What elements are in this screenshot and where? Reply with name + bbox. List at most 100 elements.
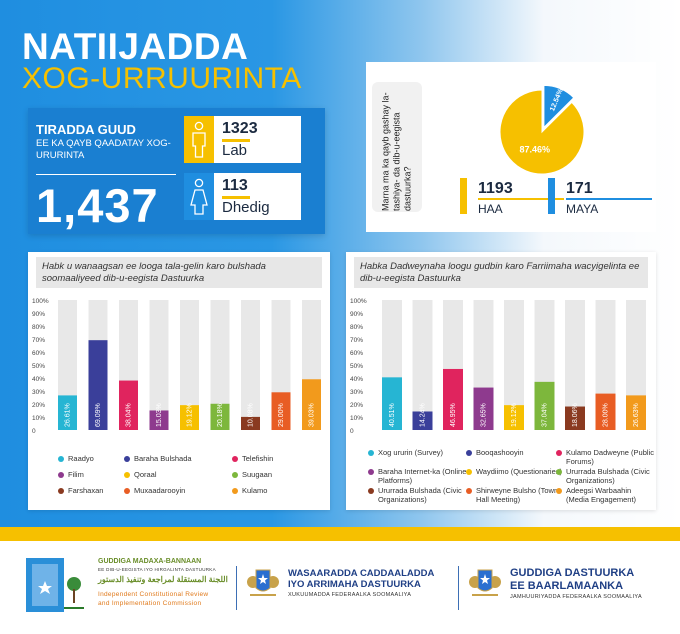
- female-underline: [222, 196, 250, 199]
- legend-dot: [368, 469, 374, 475]
- legend-dot: [466, 450, 472, 456]
- y-tick-label: 90%: [32, 311, 45, 318]
- legend-dot: [466, 469, 472, 475]
- legend-dot: [124, 456, 130, 462]
- no-underline: [566, 198, 652, 200]
- org1-name-line2: EE DIB-U-EEGISTA IYO HIRGALINTA DASTUURK…: [98, 567, 216, 572]
- legend-dot: [58, 472, 64, 478]
- legend-dot: [556, 469, 562, 475]
- org2-name-line2: IYO ARRIMAHA DASTUURKA: [288, 579, 421, 590]
- bar: [473, 387, 494, 430]
- yes-count: 1193: [478, 180, 513, 197]
- bar-value-label: 14.24%: [419, 403, 426, 427]
- parliament-emblem-icon: [469, 569, 501, 596]
- legend-label: Adeegsi Warbaahin (Media Engagement): [566, 486, 637, 504]
- male-icon: [192, 121, 206, 158]
- y-tick-label: 40%: [350, 376, 363, 383]
- female-tab: [184, 173, 214, 220]
- bar: [412, 411, 433, 430]
- bar-track: [180, 300, 199, 430]
- legend-label: Waydiimo (Questionaries): [476, 467, 562, 476]
- pie-chart: 12.54%87.46%: [499, 84, 585, 175]
- male-label: Lab: [222, 142, 248, 159]
- legend-dot: [58, 456, 64, 462]
- bar-value-label: 19.12%: [511, 403, 518, 427]
- y-tick-label: 90%: [350, 311, 363, 318]
- bar: [180, 405, 199, 430]
- legend-label: Baraha Internet-ka (Online Platforms): [378, 467, 467, 485]
- legend-label: Telefishin: [242, 454, 274, 463]
- legend-label: Shirweyne Bulsho (Town Hall Meeting): [476, 486, 559, 504]
- total-value: 1,437: [36, 179, 159, 232]
- bar: [210, 403, 230, 430]
- female-box: 113 Dhedig: [184, 173, 301, 220]
- org3-sub: JAMHUURIYADDA FEDERAALKA SOOMAALIYA: [510, 594, 642, 600]
- male-count: 1323: [222, 120, 258, 137]
- total-subtitle: EE KA QAYB QAADATAY XOG-URURINTA: [36, 138, 171, 161]
- bar-value-label: 38.04%: [125, 403, 132, 427]
- bar-value-label: 28.00%: [602, 403, 609, 427]
- pie-slice-haa: [499, 89, 585, 175]
- bar: [595, 393, 616, 430]
- bar: [119, 380, 138, 430]
- question-text: Marna ma ka qayb gashay la-tashiya- da d…: [380, 92, 413, 211]
- org2-sub: XUKUUMADDA FEDERAALKA SOOMAALIYA: [288, 592, 412, 598]
- legend-label: Suugaan: [242, 470, 273, 479]
- no-label: MAYA: [566, 202, 599, 216]
- legend-dot: [368, 488, 374, 494]
- pie-label-haa: 87.46%: [519, 144, 550, 154]
- y-tick-label: 20%: [32, 402, 45, 409]
- legend-label: Ururrada Bulshada (Civic Organizations): [566, 467, 650, 485]
- bar: [241, 416, 260, 430]
- y-tick-label: 40%: [32, 376, 45, 383]
- y-tick-label: 0: [32, 428, 36, 435]
- no-count: 171: [566, 180, 593, 197]
- y-tick-label: 80%: [32, 324, 45, 331]
- bar: [565, 406, 585, 430]
- page-title: NATIIJADDA: [22, 26, 249, 67]
- bar: [382, 377, 402, 430]
- bar-value-label: 10.08%: [247, 403, 254, 427]
- org3-name-line1: GUDDIGA DASTUURKA: [510, 567, 635, 579]
- y-tick-label: 50%: [350, 363, 363, 370]
- legend-label: Kulamo Dadweyne (Public Forums): [566, 448, 654, 466]
- female-icon: [190, 178, 208, 215]
- male-box: 1323 Lab: [184, 116, 301, 163]
- legend-label: Raadyo: [68, 454, 94, 463]
- legend-label: Baraha Bulshada: [134, 454, 192, 463]
- bar: [534, 381, 555, 430]
- y-tick-label: 30%: [350, 389, 363, 396]
- bar: [58, 395, 77, 430]
- bar: [88, 340, 108, 430]
- no-legend-bar: [548, 178, 555, 214]
- male-tab: [184, 116, 214, 163]
- bar-value-label: 46.95%: [450, 403, 457, 427]
- legend-dot: [58, 488, 64, 494]
- bar: [271, 392, 291, 430]
- bar-value-label: 29.00%: [278, 403, 285, 427]
- bar-value-label: 18.06%: [572, 403, 579, 427]
- legend-label: Farshaxan: [68, 486, 104, 495]
- female-count: 113: [222, 177, 248, 194]
- bar: [149, 410, 169, 430]
- legend-dot: [556, 488, 562, 494]
- org1-english-line1: Independent Constitutional Review: [98, 591, 209, 598]
- y-tick-label: 10%: [350, 415, 363, 422]
- bar-value-label: 69.09%: [95, 403, 102, 427]
- commission-logo-icon: [26, 558, 84, 612]
- bar: [504, 405, 524, 430]
- bar-value-label: 26.63%: [633, 403, 640, 427]
- y-tick-label: 60%: [350, 350, 363, 357]
- y-tick-label: 70%: [32, 337, 45, 344]
- y-tick-label: 0: [350, 428, 354, 435]
- legend-dot: [368, 450, 374, 456]
- ministry-emblem-icon: [247, 569, 279, 596]
- y-tick-label: 60%: [32, 350, 45, 357]
- y-tick-label: 70%: [350, 337, 363, 344]
- male-underline: [222, 139, 250, 142]
- footer-separator-1: [236, 566, 237, 610]
- page-subtitle: XOG-URRUURINTA: [22, 62, 302, 95]
- org1-arabic: اللجنة المستقلة لمراجعة وتنفيذ الدستور: [98, 575, 228, 584]
- legend-dot: [124, 472, 130, 478]
- bar-value-label: 39.03%: [308, 403, 315, 427]
